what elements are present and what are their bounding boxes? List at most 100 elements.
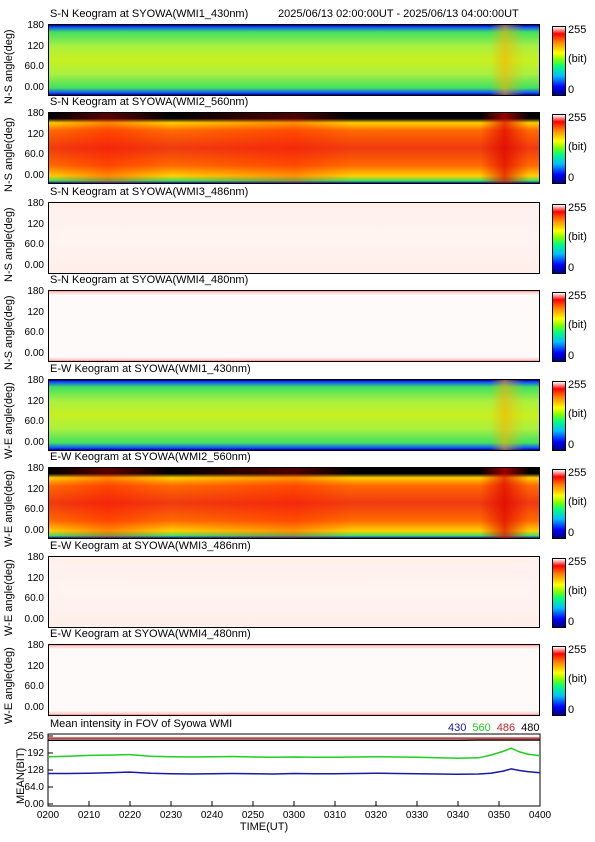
- y-tick-label: 180: [27, 463, 44, 474]
- mean-plot-title: Mean intensity in FOV of Syowa WMI: [50, 718, 233, 730]
- colorbar: [552, 646, 566, 716]
- colorbar: [552, 558, 566, 628]
- colorbar-max: 255: [568, 556, 587, 568]
- y-tick-label: 256: [27, 731, 44, 742]
- legend-entry: 430: [448, 722, 467, 734]
- series-line-560: [47, 747, 541, 760]
- y-tick-label: 60.0: [24, 327, 44, 339]
- y-tick-label: 120: [27, 218, 44, 230]
- colorbar: [552, 114, 566, 184]
- x-tick-label: 0310: [324, 810, 347, 821]
- colorbar-min: 0: [568, 527, 575, 539]
- y-tick-label: 60.0: [24, 61, 44, 73]
- colorbar-unit: (bit): [568, 408, 587, 420]
- y-tick-label: 180: [27, 20, 44, 31]
- x-tick-label: 0340: [447, 810, 470, 821]
- keogram-plot: [48, 379, 540, 451]
- panel-title: S-N Keogram at SYOWA(WMI4_480nm): [50, 274, 249, 286]
- colorbar-unit: (bit): [568, 141, 587, 153]
- colorbar-min: 0: [568, 704, 575, 716]
- y-tick-label: 60.0: [24, 149, 44, 161]
- colorbar: [552, 469, 566, 539]
- y-tick-label: 180: [27, 640, 44, 651]
- colorbar-max: 255: [568, 24, 587, 36]
- x-tick-label: 0240: [201, 810, 224, 821]
- y-tick-label: 60.0: [24, 681, 44, 693]
- legend-entry: 560: [472, 722, 491, 734]
- y-tick-label: 180: [27, 108, 44, 119]
- y-tick-label: 60.0: [24, 593, 44, 605]
- y-tick-label: 0.00: [24, 437, 44, 448]
- colorbar-max: 255: [568, 467, 587, 479]
- x-tick-label: 0400: [529, 810, 552, 821]
- y-tick-label: 120: [27, 483, 44, 495]
- panel-title: E-W Keogram at SYOWA(WMI3_486nm): [50, 540, 251, 552]
- legend-entry: 480: [521, 722, 540, 734]
- time-range: 2025/06/13 02:00:00UT - 2025/06/13 04:00…: [278, 8, 519, 20]
- panel-title: S-N Keogram at SYOWA(WMI2_560nm): [50, 96, 249, 108]
- colorbar: [552, 381, 566, 451]
- x-tick-label: 0230: [160, 810, 183, 821]
- y-tick-label: 0.00: [25, 799, 45, 810]
- legend-entry: 486: [496, 722, 516, 734]
- keogram-plot: [48, 24, 540, 96]
- x-tick-label: 0210: [78, 810, 101, 821]
- colorbar-max: 255: [568, 112, 587, 124]
- mean-plot-frame: [47, 733, 541, 807]
- x-tick-label: 0300: [283, 810, 306, 821]
- keogram-plot: [48, 467, 540, 539]
- colorbar-unit: (bit): [568, 496, 587, 508]
- colorbar-min: 0: [568, 350, 575, 362]
- y-tick-label: 180: [27, 286, 44, 297]
- colorbar-max: 255: [568, 290, 587, 302]
- colorbar-unit: (bit): [568, 53, 587, 65]
- y-tick-label: 180: [27, 375, 44, 386]
- colorbar-min: 0: [568, 262, 575, 274]
- y-tick-label: 0.00: [24, 260, 44, 271]
- y-tick-label: 0.00: [24, 525, 44, 536]
- panel-title: S-N Keogram at SYOWA(WMI3_486nm): [50, 186, 249, 198]
- colorbar-unit: (bit): [568, 585, 587, 597]
- y-tick-label: 128: [27, 765, 44, 776]
- y-tick-label: 0.00: [24, 702, 44, 713]
- panel-title: E-W Keogram at SYOWA(WMI2_560nm): [50, 451, 251, 463]
- y-tick-label: 120: [27, 660, 44, 672]
- colorbar: [552, 204, 566, 274]
- x-tick-label: 0330: [406, 810, 429, 821]
- colorbar: [552, 26, 566, 96]
- y-tick-label: 0.00: [24, 348, 44, 359]
- x-tick-label: 0200: [37, 810, 60, 821]
- colorbar-unit: (bit): [568, 319, 587, 331]
- x-axis-label: TIME(UT): [240, 821, 288, 833]
- keogram-plot: [48, 112, 540, 184]
- colorbar-max: 255: [568, 202, 587, 214]
- colorbar-min: 0: [568, 616, 575, 628]
- y-tick-label: 0.00: [24, 170, 44, 181]
- colorbar-unit: (bit): [568, 673, 587, 685]
- y-tick-label: 0.00: [24, 614, 44, 625]
- x-tick-label: 0220: [119, 810, 142, 821]
- panel-title: E-W Keogram at SYOWA(WMI1_430nm): [50, 363, 251, 375]
- keogram-plot: [48, 556, 540, 628]
- y-tick-label: 120: [27, 306, 44, 318]
- y-tick-label: 180: [27, 198, 44, 209]
- y-tick-label: 120: [27, 395, 44, 407]
- x-tick-label: 0350: [488, 810, 511, 821]
- y-axis-label: MEAN(BIT): [15, 748, 27, 804]
- keogram-plot: [48, 290, 540, 362]
- y-tick-label: 120: [27, 572, 44, 584]
- y-tick-label: 60.0: [24, 239, 44, 251]
- colorbar-max: 255: [568, 644, 587, 656]
- y-tick-label: 64.0: [25, 782, 45, 793]
- colorbar-min: 0: [568, 172, 575, 184]
- colorbar-unit: (bit): [568, 231, 587, 243]
- colorbar-max: 255: [568, 379, 587, 391]
- y-tick-label: 120: [27, 128, 44, 140]
- y-tick-label: 60.0: [24, 416, 44, 428]
- colorbar-min: 0: [568, 84, 575, 96]
- y-tick-label: 192: [27, 748, 44, 759]
- panel-title: S-N Keogram at SYOWA(WMI1_430nm): [50, 8, 249, 20]
- keogram-plot: [48, 202, 540, 274]
- colorbar: [552, 292, 566, 362]
- keogram-plot: [48, 644, 540, 716]
